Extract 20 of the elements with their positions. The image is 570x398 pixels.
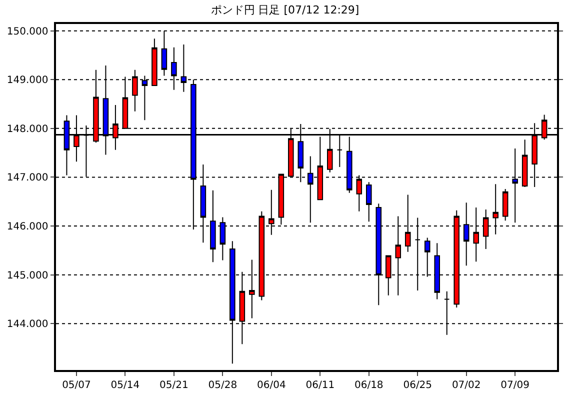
y-tick-label: 147.000 <box>6 172 48 184</box>
y-tick-label: 144.000 <box>6 319 48 330</box>
y-tick-label: 148.000 <box>6 124 48 135</box>
x-tick-label: 05/28 <box>208 380 238 391</box>
x-tick-label: 05/14 <box>110 380 140 391</box>
y-tick-label: 150.000 <box>6 26 48 38</box>
x-tick-label: 07/09 <box>500 380 530 391</box>
x-tick-label: 06/04 <box>256 380 286 391</box>
candlestick <box>502 188 508 222</box>
chart-title: ポンド円 日足 [07/12 12:29] <box>210 4 360 17</box>
x-tick-label: 07/02 <box>452 380 481 391</box>
x-tick-label: 06/18 <box>354 380 384 391</box>
y-tick-label: 149.000 <box>6 75 48 86</box>
x-tick-label: 06/11 <box>306 380 335 391</box>
y-tick-label: 146.000 <box>6 222 48 233</box>
candlestick <box>366 182 372 222</box>
x-tick-label: 06/25 <box>403 380 432 391</box>
x-tick-label: 05/21 <box>160 380 188 391</box>
y-tick-label: 145.000 <box>6 270 48 282</box>
x-tick-label: 05/07 <box>62 380 91 391</box>
